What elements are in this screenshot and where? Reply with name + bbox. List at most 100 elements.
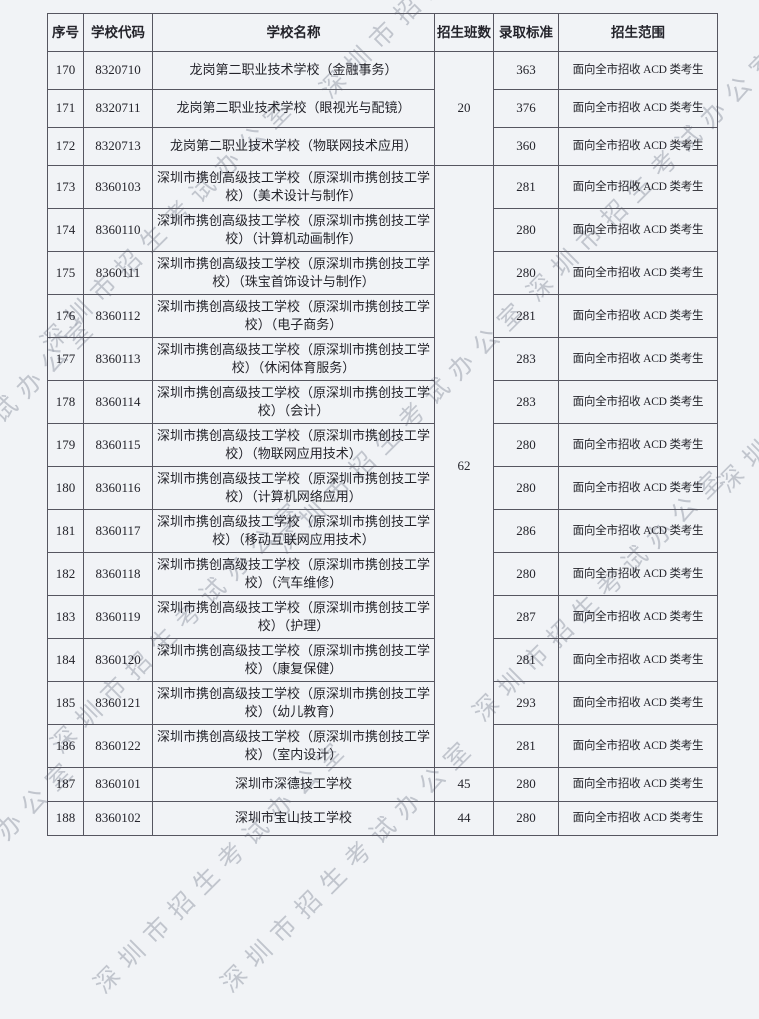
table-row: 179 8360115 深圳市携创高级技工学校（原深圳市携创技工学校）（物联网应用技… <box>47 423 718 467</box>
school-code-cell: 8360119 <box>83 595 153 639</box>
table-header-row: 序号 学校代码 学校名称 招生班数 录取标准 招生范围 <box>47 13 718 52</box>
table-row: 170 8320710 龙岗第二职业技术学校（金融事务） 20 363 面向全市招收 AC… <box>47 51 718 166</box>
admission-standard-cell: 280 <box>493 251 559 295</box>
school-code-cell: 8320710 <box>83 51 153 90</box>
table-body: 170 8320710 龙岗第二职业技术学校（金融事务） 20 363 面向全市招收 AC… <box>47 51 718 836</box>
admission-scope-cell: 面向全市招收 ACD 类考生 <box>558 638 718 682</box>
class-count-cell: 44 <box>434 801 494 836</box>
school-code-cell: 8320713 <box>83 127 153 166</box>
school-code-cell: 8360122 <box>83 724 153 768</box>
admission-scope-cell: 面向全市招收 ACD 类考生 <box>558 509 718 553</box>
admission-standard-cell: 283 <box>493 337 559 381</box>
serial-number-cell: 181 <box>47 509 84 553</box>
admission-scope-cell: 面向全市招收 ACD 类考生 <box>558 595 718 639</box>
school-name-cell: 龙岗第二职业技术学校（眼视光与配镜） <box>152 89 435 128</box>
school-code-cell: 8360117 <box>83 509 153 553</box>
serial-number-cell: 174 <box>47 208 84 252</box>
serial-number-cell: 179 <box>47 423 84 467</box>
school-name-cell: 深圳市携创高级技工学校（原深圳市携创技工学校）（移动互联网应用技术） <box>152 509 435 553</box>
admission-standard-cell: 293 <box>493 681 559 725</box>
admission-standard-cell: 286 <box>493 509 559 553</box>
admission-scope-cell: 面向全市招收 ACD 类考生 <box>558 127 718 166</box>
admission-scope-cell: 面向全市招收 ACD 类考生 <box>558 552 718 596</box>
admission-standard-cell: 287 <box>493 595 559 639</box>
school-code-cell: 8360103 <box>83 165 153 209</box>
admission-standard-cell: 280 <box>493 208 559 252</box>
admission-scope-cell: 面向全市招收 ACD 类考生 <box>558 251 718 295</box>
table-row: 172 8320713 龙岗第二职业技术学校（物联网技术应用） 360 面向全市招收 A… <box>47 127 718 166</box>
school-code-cell: 8360116 <box>83 466 153 510</box>
admission-scope-cell: 面向全市招收 ACD 类考生 <box>558 801 718 836</box>
watermark-text: 深圳市招生考试办公室 <box>713 231 759 499</box>
table-row: 176 8360112 深圳市携创高级技工学校（原深圳市携创技工学校）（电子商务） 2… <box>47 294 718 338</box>
school-name-cell: 龙岗第二职业技术学校（物联网技术应用） <box>152 127 435 166</box>
admission-standard-cell: 280 <box>493 466 559 510</box>
admission-plan-table: 序号 学校代码 学校名称 招生班数 录取标准 招生范围 170 8320710 龙岗第二职业技… <box>47 13 718 836</box>
school-name-cell: 深圳市深德技工学校 <box>152 767 435 802</box>
table-row: 186 8360122 深圳市携创高级技工学校（原深圳市携创技工学校）（室内设计） 2… <box>47 724 718 768</box>
column-header: 学校代码 <box>83 13 153 52</box>
school-code-cell: 8360114 <box>83 380 153 424</box>
column-header: 招生范围 <box>558 13 718 52</box>
school-name-cell: 深圳市携创高级技工学校（原深圳市携创技工学校）（美术设计与制作） <box>152 165 435 209</box>
admission-standard-cell: 281 <box>493 294 559 338</box>
admission-scope-cell: 面向全市招收 ACD 类考生 <box>558 466 718 510</box>
school-name-cell: 深圳市携创高级技工学校（原深圳市携创技工学校）（会计） <box>152 380 435 424</box>
school-name-cell: 深圳市携创高级技工学校（原深圳市携创技工学校）（汽车维修） <box>152 552 435 596</box>
school-name-cell: 深圳市携创高级技工学校（原深圳市携创技工学校）（珠宝首饰设计与制作） <box>152 251 435 295</box>
table-row: 182 8360118 深圳市携创高级技工学校（原深圳市携创技工学校）（汽车维修） 2… <box>47 552 718 596</box>
serial-number-cell: 177 <box>47 337 84 381</box>
admission-scope-cell: 面向全市招收 ACD 类考生 <box>558 337 718 381</box>
school-code-cell: 8360120 <box>83 638 153 682</box>
serial-number-cell: 186 <box>47 724 84 768</box>
school-code-cell: 8360101 <box>83 767 153 802</box>
school-code-cell: 8360110 <box>83 208 153 252</box>
school-name-cell: 深圳市携创高级技工学校（原深圳市携创技工学校）（康复保健） <box>152 638 435 682</box>
admission-standard-cell: 280 <box>493 801 559 836</box>
school-name-cell: 深圳市携创高级技工学校（原深圳市携创技工学校）（计算机网络应用） <box>152 466 435 510</box>
school-name-cell: 深圳市携创高级技工学校（原深圳市携创技工学校）（护理） <box>152 595 435 639</box>
school-name-cell: 深圳市携创高级技工学校（原深圳市携创技工学校）（计算机动画制作） <box>152 208 435 252</box>
table-row: 178 8360114 深圳市携创高级技工学校（原深圳市携创技工学校）（会计） 283… <box>47 380 718 424</box>
serial-number-cell: 182 <box>47 552 84 596</box>
column-header: 录取标准 <box>493 13 559 52</box>
serial-number-cell: 185 <box>47 681 84 725</box>
admission-standard-cell: 363 <box>493 51 559 90</box>
school-name-cell: 深圳市宝山技工学校 <box>152 801 435 836</box>
serial-number-cell: 176 <box>47 294 84 338</box>
column-header: 学校名称 <box>152 13 435 52</box>
school-name-cell: 深圳市携创高级技工学校（原深圳市携创技工学校）（幼儿教育） <box>152 681 435 725</box>
school-code-cell: 8360118 <box>83 552 153 596</box>
admission-standard-cell: 283 <box>493 380 559 424</box>
admission-standard-cell: 280 <box>493 767 559 802</box>
school-code-cell: 8360115 <box>83 423 153 467</box>
school-code-cell: 8360112 <box>83 294 153 338</box>
table-row: 175 8360111 深圳市携创高级技工学校（原深圳市携创技工学校）（珠宝首饰设计… <box>47 251 718 295</box>
class-count-cell: 20 <box>434 51 494 166</box>
serial-number-cell: 172 <box>47 127 84 166</box>
admission-scope-cell: 面向全市招收 ACD 类考生 <box>558 294 718 338</box>
school-name-cell: 深圳市携创高级技工学校（原深圳市携创技工学校）（物联网应用技术） <box>152 423 435 467</box>
school-code-cell: 8360113 <box>83 337 153 381</box>
admission-standard-cell: 376 <box>493 89 559 128</box>
table-row: 171 8320711 龙岗第二职业技术学校（眼视光与配镜） 376 面向全市招收 AC… <box>47 89 718 128</box>
serial-number-cell: 171 <box>47 89 84 128</box>
school-name-cell: 深圳市携创高级技工学校（原深圳市携创技工学校）（室内设计） <box>152 724 435 768</box>
school-code-cell: 8360111 <box>83 251 153 295</box>
admission-standard-cell: 281 <box>493 638 559 682</box>
admission-scope-cell: 面向全市招收 ACD 类考生 <box>558 208 718 252</box>
class-count-cell: 62 <box>434 165 494 768</box>
column-header: 序号 <box>47 13 84 52</box>
table-row: 177 8360113 深圳市携创高级技工学校（原深圳市携创技工学校）（休闲体育服务… <box>47 337 718 381</box>
table-row: 184 8360120 深圳市携创高级技工学校（原深圳市携创技工学校）（康复保健） 2… <box>47 638 718 682</box>
school-name-cell: 深圳市携创高级技工学校（原深圳市携创技工学校）（电子商务） <box>152 294 435 338</box>
table-row: 173 8360103 深圳市携创高级技工学校（原深圳市携创技工学校）（美术设计与制… <box>47 165 718 768</box>
admission-scope-cell: 面向全市招收 ACD 类考生 <box>558 767 718 802</box>
admission-standard-cell: 280 <box>493 423 559 467</box>
serial-number-cell: 180 <box>47 466 84 510</box>
table-row: 183 8360119 深圳市携创高级技工学校（原深圳市携创技工学校）（护理） 287… <box>47 595 718 639</box>
school-code-cell: 8360102 <box>83 801 153 836</box>
serial-number-cell: 183 <box>47 595 84 639</box>
school-code-cell: 8320711 <box>83 89 153 128</box>
school-code-cell: 8360121 <box>83 681 153 725</box>
